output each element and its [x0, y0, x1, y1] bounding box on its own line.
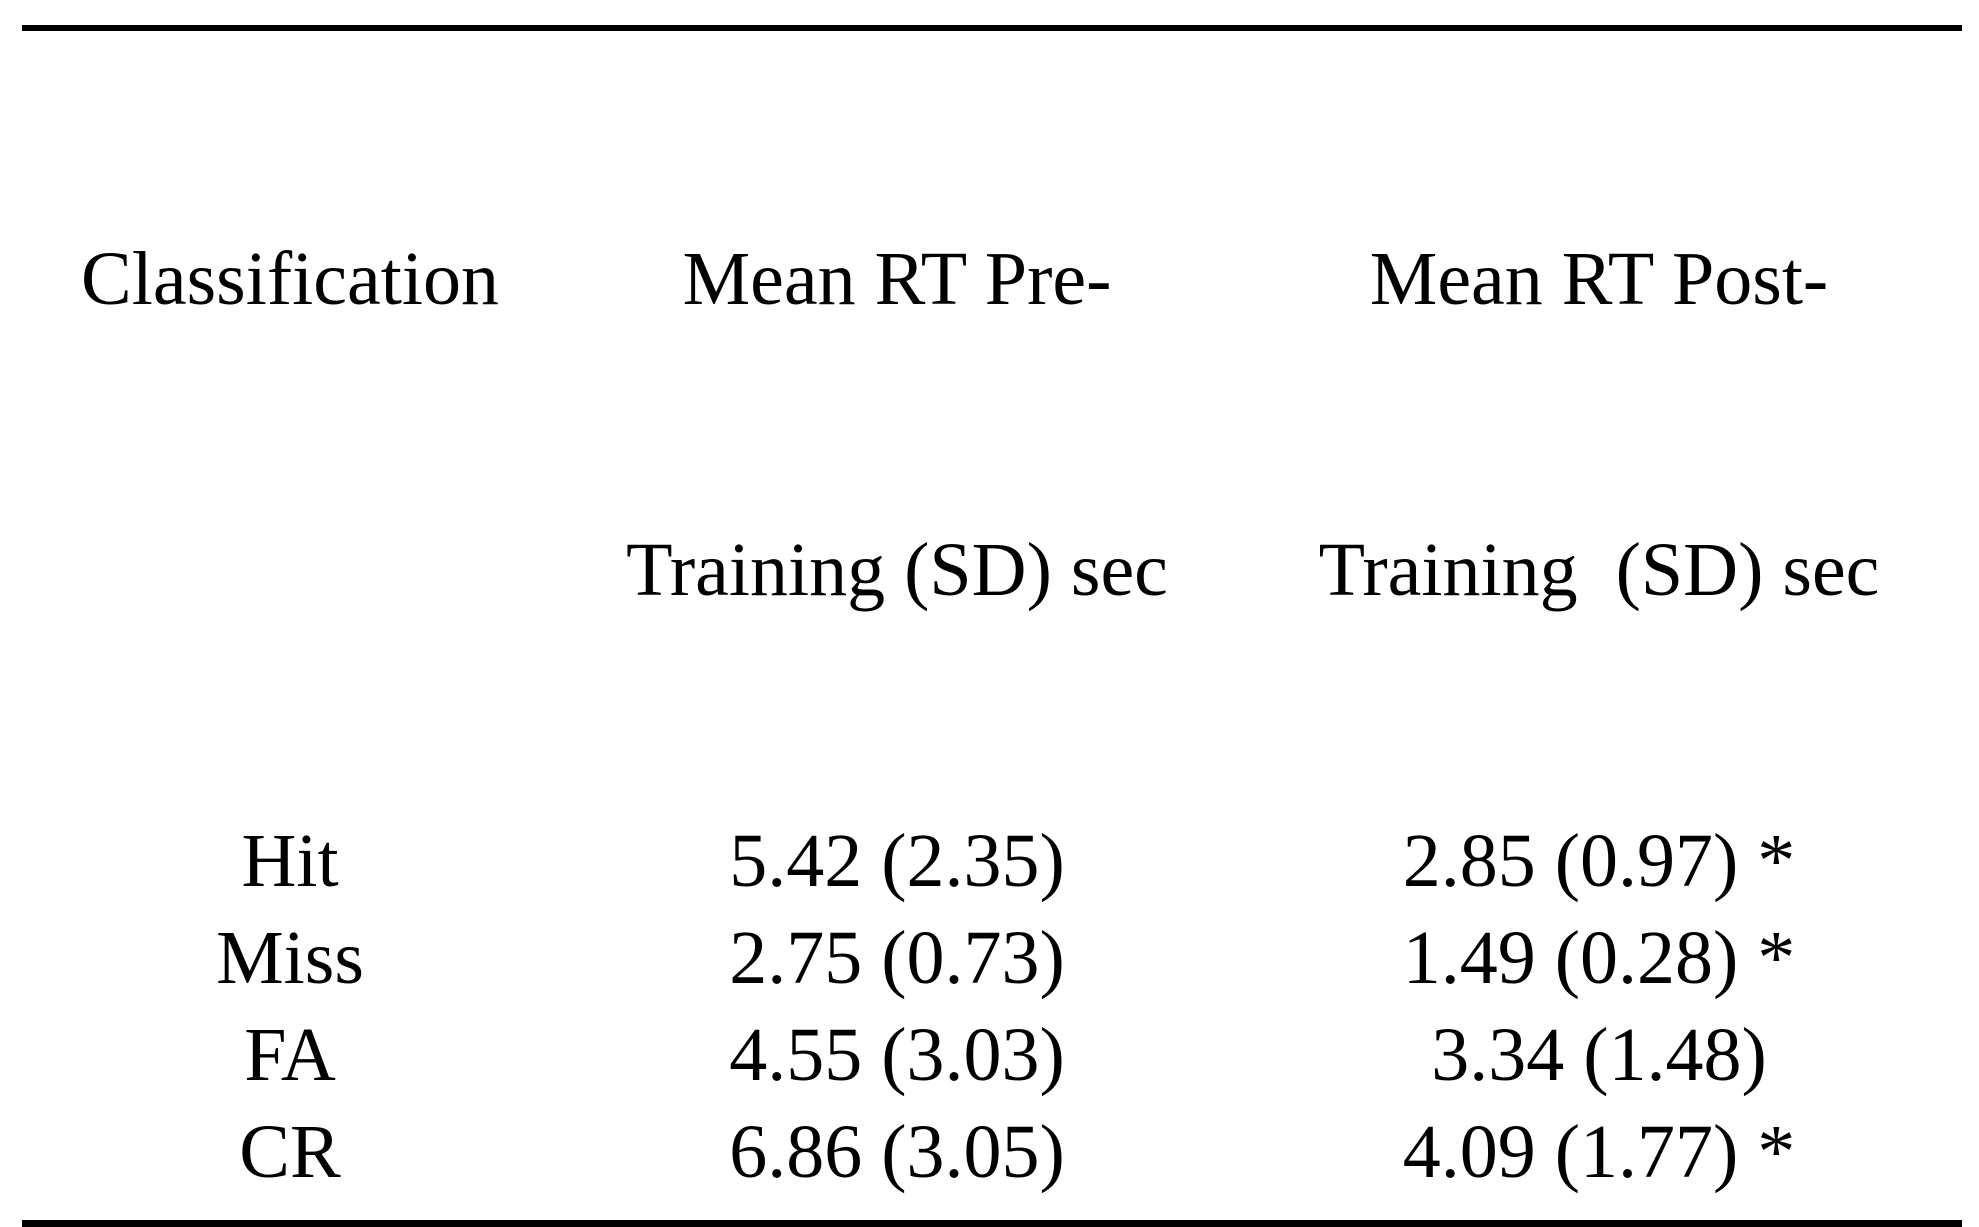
- post-training-rt-cell: 4.09 (1.77) *: [1402, 1110, 1796, 1194]
- column-header-post-training: Mean RT Post- Training (SD) sec: [1236, 37, 1962, 813]
- header-line1: Classification: [81, 237, 499, 321]
- header-line2: [22, 522, 558, 619]
- header-line1: Mean RT Pre-: [682, 237, 1112, 321]
- header-line1: Mean RT Post-: [1369, 237, 1829, 321]
- pre-training-rt-cell: 5.42 (2.35): [729, 819, 1065, 903]
- header-line2: Training (SD) sec: [1318, 528, 1880, 612]
- classification-cell: Miss: [216, 916, 364, 1000]
- pre-training-rt-cell: 2.75 (0.73): [729, 916, 1065, 1000]
- table-row-hit: Hit 5.42 (2.35) 2.85 (0.97) *: [22, 813, 1962, 910]
- column-header-classification: Classification: [22, 37, 558, 813]
- classification-cell: FA: [244, 1013, 336, 1097]
- pre-training-rt-cell: 4.55 (3.03): [729, 1013, 1065, 1097]
- post-training-rt-cell: 1.49 (0.28) *: [1402, 916, 1796, 1000]
- header-line2: Training (SD) sec: [626, 528, 1168, 612]
- table-row-fa: FA 4.55 (3.03) 3.34 (1.48): [22, 1007, 1962, 1104]
- post-training-rt-cell: 3.34 (1.48): [1431, 1013, 1767, 1097]
- rt-results-table: Classification Mean RT Pre- Training (SD…: [22, 37, 1962, 1201]
- post-training-rt-cell: 2.85 (0.97) *: [1402, 819, 1796, 903]
- classification-cell: Hit: [241, 819, 339, 903]
- table-row-cr: CR 6.86 (3.05) 4.09 (1.77) *: [22, 1104, 1962, 1201]
- column-header-pre-training: Mean RT Pre- Training (SD) sec: [558, 37, 1236, 813]
- classification-cell: CR: [239, 1110, 341, 1194]
- header-row: Classification Mean RT Pre- Training (SD…: [22, 37, 1962, 813]
- pre-training-rt-cell: 6.86 (3.05): [729, 1110, 1065, 1194]
- rt-results-table-container: Classification Mean RT Pre- Training (SD…: [22, 25, 1962, 1227]
- table-row-miss: Miss 2.75 (0.73) 1.49 (0.28) *: [22, 910, 1962, 1007]
